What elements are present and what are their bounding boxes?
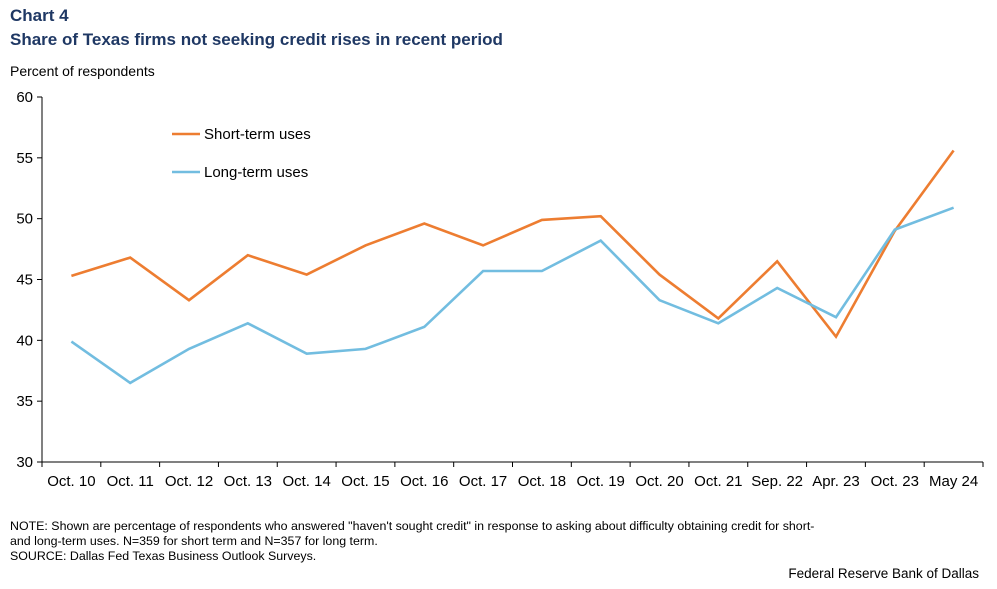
x-tick-label: Oct. 12 [165,473,213,490]
legend-label-long-term: Long-term uses [204,164,308,181]
x-tick-label: Oct. 14 [282,473,330,490]
x-tick-label: Sep. 22 [751,473,803,490]
y-axis-label: Percent of respondents [10,63,155,79]
legend: Short-term uses Long-term uses [172,126,311,181]
x-tick-label: May 24 [929,473,978,490]
y-tick-label: 35 [16,393,33,410]
source-line: SOURCE: Dallas Fed Texas Business Outloo… [10,549,317,563]
x-tick-label: Oct. 23 [871,473,919,490]
note-line-2: and long-term uses. N=359 for short term… [10,534,378,548]
legend-label-short-term: Short-term uses [204,126,311,143]
y-tick-label: 30 [16,454,33,471]
x-tick-label: Oct. 11 [107,473,154,490]
y-tick-label: 45 [16,272,33,289]
x-tick-label: Oct. 19 [577,473,625,490]
x-tick-label: Oct. 16 [400,473,448,490]
series-line-short-term [71,149,955,340]
axes: 30 35 40 45 50 55 60 Oct. 10 Oct. 11 Oct. 12 Oct. … [16,89,984,490]
chart-number: Chart 4 [10,6,69,25]
x-tick-label: Oct. 15 [341,473,389,490]
x-tick-label: Apr. 23 [812,473,860,490]
chart-title: Share of Texas firms not seeking credit … [10,30,503,49]
y-tick-label: 60 [16,89,33,106]
series-layer [70,149,955,385]
source-credit: Federal Reserve Bank of Dallas [788,566,979,581]
y-tick-label: 55 [16,150,33,167]
line-chart: 30 35 40 45 50 55 60 Oct. 10 Oct. 11 Oct. 12 Oct. … [16,89,984,490]
x-tick-label: Oct. 18 [518,473,566,490]
x-tick-label: Oct. 10 [47,473,95,490]
note-line-1: NOTE: Shown are percentage of respondent… [10,519,815,533]
x-tick-label: Oct. 13 [224,473,272,490]
x-tick-label: Oct. 21 [694,473,742,490]
footnotes: NOTE: Shown are percentage of respondent… [10,519,985,564]
y-tick-label: 50 [16,211,33,228]
y-tick-label: 40 [16,332,33,349]
x-tick-label: Oct. 17 [459,473,507,490]
x-tick-label: Oct. 20 [635,473,683,490]
series-line-long-term [70,206,955,385]
